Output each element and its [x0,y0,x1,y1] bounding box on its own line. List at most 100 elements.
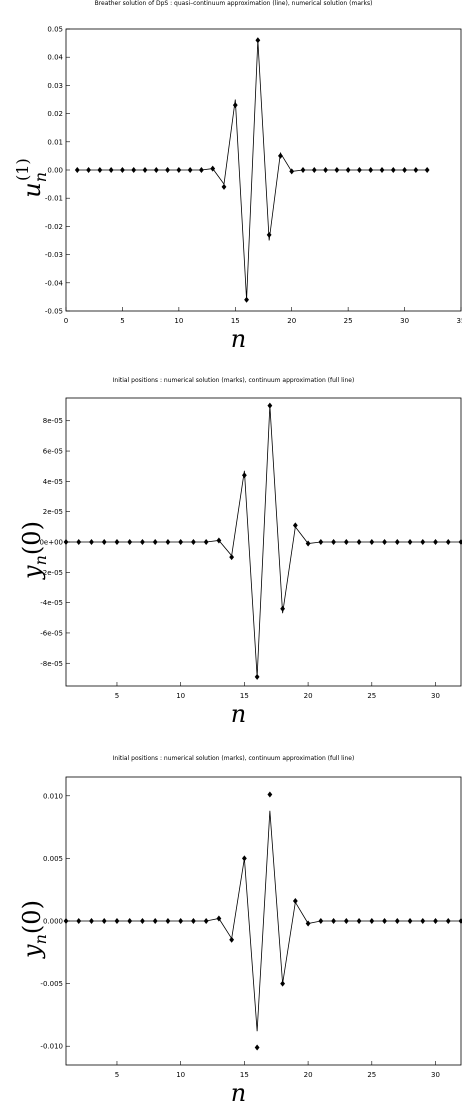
marker [420,539,426,545]
y-tick-label: -2e-05 [40,569,63,577]
marker [267,791,273,798]
y-label-sub: n [31,555,50,565]
marker [101,918,107,924]
y-label-rest: (0) [18,900,46,934]
marker [343,918,349,924]
marker [74,167,80,173]
chart: Initial positions : numerical solution (… [18,377,462,728]
marker [203,918,209,924]
y-tick-label: -0.05 [45,308,63,316]
x-tick-label: 20 [304,1071,313,1079]
marker [89,918,94,924]
y-tick-label: 0.010 [43,792,63,800]
marker [229,554,235,561]
y-tick-label: 0.02 [47,110,63,118]
marker [356,539,362,545]
marker [176,167,182,173]
marker [300,167,306,173]
y-tick-label: 0.000 [43,918,63,926]
marker [178,918,184,924]
marker [305,920,311,927]
y-tick-label: 8e-05 [43,417,63,425]
chart-title: Initial positions : numerical solution (… [113,377,355,384]
marker [292,522,298,529]
marker [394,918,400,924]
marker [357,167,362,173]
marker [127,918,133,924]
marker [127,539,133,545]
y-axis-label: un(1) [13,158,50,197]
marker [331,539,336,545]
x-tick-label: 15 [240,1071,249,1079]
marker [331,918,336,924]
chart-title: Breather solution of DpS : quasi–continu… [95,0,373,7]
marker [394,539,400,545]
marker [89,539,94,545]
marker [165,918,171,924]
marker [108,167,114,173]
marker [120,167,125,173]
y-label-base: y [18,944,46,959]
marker [368,167,374,173]
marker [356,918,362,924]
marker [101,539,107,545]
marker [379,167,385,173]
marker [255,37,261,44]
chart: Initial positions : numerical solution (… [18,755,462,1105]
x-tick-label: 20 [304,692,313,700]
marker [216,915,222,922]
y-tick-label: -0.02 [45,223,63,231]
marker [254,1044,260,1051]
x-tick-label: 30 [431,1071,440,1079]
marker [343,539,349,545]
marker [305,540,311,547]
marker [131,167,137,173]
y-tick-label: 0.00 [47,167,63,175]
marker [199,167,204,173]
marker [142,167,148,173]
y-tick-label: -0.005 [40,980,63,988]
marker [221,183,227,190]
x-axis-label: n [231,325,246,353]
y-tick-label: 0.03 [47,82,63,90]
y-tick-label: 0.005 [43,855,63,863]
x-tick-label: 15 [240,692,249,700]
marker [140,539,145,545]
x-tick-label: 30 [400,317,409,325]
marker [229,936,235,943]
x-tick-label: 35 [457,317,462,325]
marker [382,918,387,924]
marker [334,167,340,173]
y-tick-label: 0.01 [47,138,63,146]
x-tick-label: 25 [367,1071,376,1079]
x-tick-label: 25 [367,692,376,700]
x-tick-label: 10 [176,692,185,700]
x-tick-label: 25 [344,317,353,325]
marker [152,539,158,545]
marker [232,102,238,109]
marker [390,167,396,173]
marker [254,673,260,680]
x-axis-label: n [231,1079,246,1105]
marker [63,539,69,545]
marker [311,167,317,173]
y-tick-label: -0.03 [45,251,63,259]
marker [63,918,69,924]
x-tick-label: 20 [287,317,296,325]
x-axis-label: n [231,700,246,728]
marker [114,539,120,545]
marker [345,167,351,173]
y-axis-label: yn(0) [18,521,50,580]
marker [165,539,171,545]
series-line [77,40,428,300]
y-tick-label: -4e-05 [40,599,63,607]
x-tick-label: 10 [174,317,183,325]
marker [191,918,196,924]
x-tick-label: 5 [120,317,124,325]
marker [178,539,184,545]
y-tick-label: 4e-05 [43,478,63,486]
marker [244,296,249,303]
marker [187,167,193,173]
marker [445,918,451,924]
y-axis-label: yn(0) [18,900,50,959]
